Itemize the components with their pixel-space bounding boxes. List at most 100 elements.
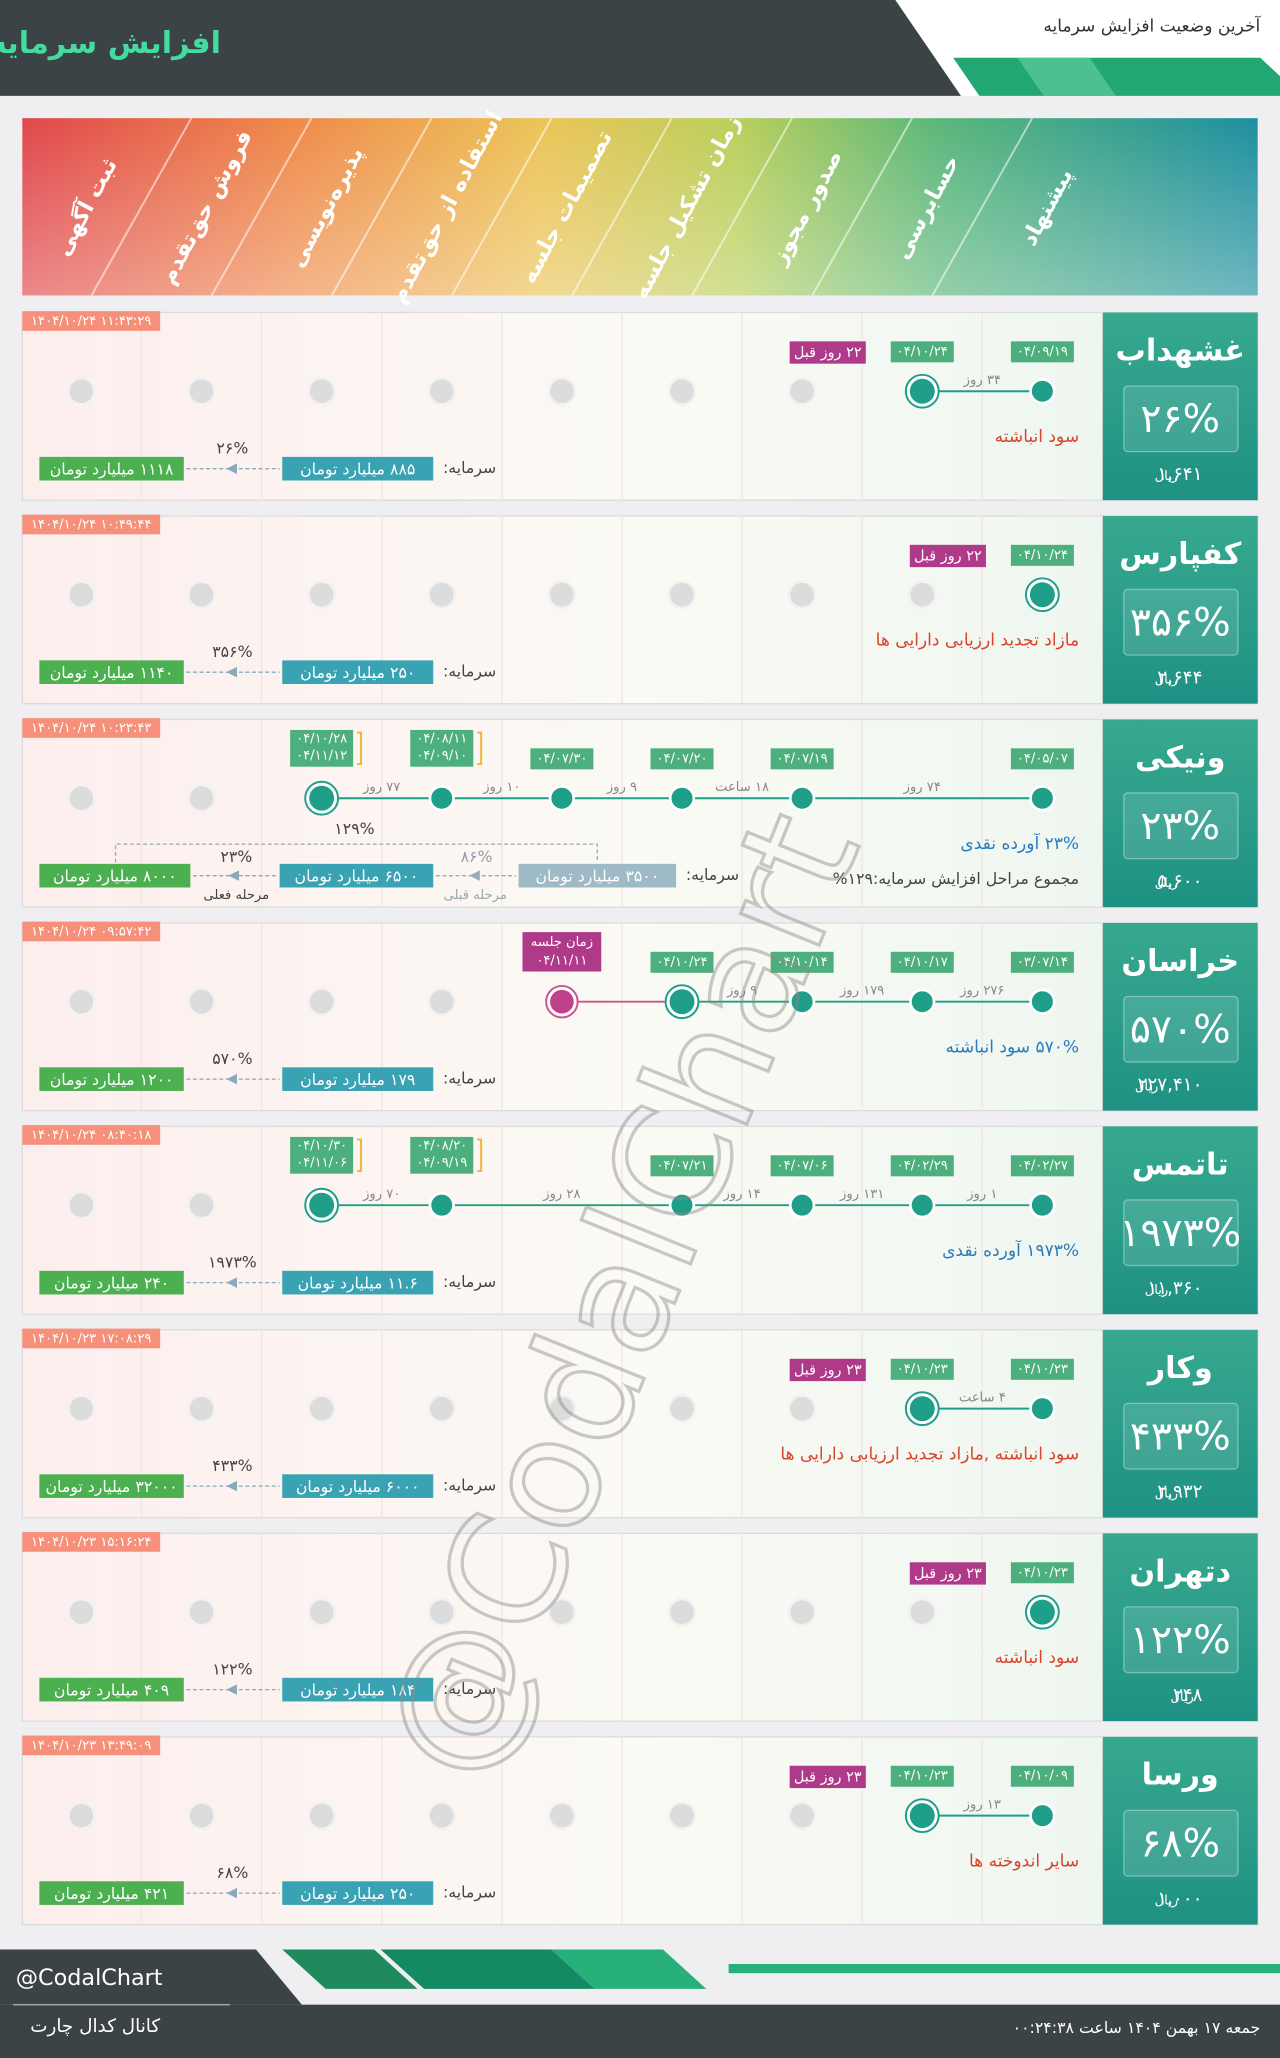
capital-after-bg <box>39 1677 184 1702</box>
stage-dot <box>1029 1395 1056 1422</box>
symbol: کفپارس <box>1119 537 1241 572</box>
price-unit: ریال <box>1145 1283 1169 1298</box>
stage-dot-pending <box>66 987 96 1017</box>
capital-stage-note: مرحله فعلی <box>203 888 269 903</box>
stage-gap: ۹ روز <box>606 780 637 795</box>
flow-arrow-head <box>226 1887 237 1899</box>
date-label: ۰۴/۰۷/۱۹ <box>777 751 828 766</box>
timestamp-bg <box>22 514 161 535</box>
days-ago-badge <box>909 1562 986 1585</box>
capital-label: سرمایه: <box>686 865 739 885</box>
summary-box <box>1102 1736 1258 1925</box>
stage-divider <box>931 117 1034 296</box>
date-bracket <box>357 1138 363 1173</box>
stage-dot-pending <box>427 376 457 406</box>
timestamp: ۱۴۰۴/۱۰/۲۴ ۱۱:۴۳:۲۹ <box>31 314 151 329</box>
capital-step-percent: ۶۸% <box>216 1863 248 1882</box>
price: ۱۱,۳۶۰ <box>1147 1278 1202 1299</box>
timestamp-bg <box>22 1125 161 1145</box>
capital-step-percent: ۵۷۰% <box>212 1049 252 1068</box>
stage-dot <box>668 785 696 812</box>
stage-dot-pending <box>547 376 577 406</box>
price: ۲,۶۴۴ <box>1157 668 1202 689</box>
description: ۱۹۷۳% آورده نقدی <box>942 1239 1079 1261</box>
stage-divider <box>811 117 913 296</box>
days-ago-badge <box>909 544 986 568</box>
footer-line <box>728 1963 1280 1974</box>
increase-percent: ۱۲۲% <box>1130 1617 1231 1663</box>
date-label: ۰۴/۱۰/۲۸ <box>296 732 347 747</box>
capital-label: سرمایه: <box>443 1679 496 1699</box>
stage-dot-current <box>309 785 335 811</box>
stage-dot <box>548 785 576 812</box>
stage-dot <box>428 785 455 812</box>
row-card <box>21 515 1259 705</box>
stage-dot-pending <box>427 580 457 610</box>
capital-after-bg <box>39 1270 184 1295</box>
capital-after-bg <box>39 1067 184 1091</box>
capital-label: سرمایه: <box>443 1883 496 1903</box>
stage-dot-pending <box>187 987 216 1017</box>
price-unit: ریال <box>1155 469 1179 484</box>
timestamp: ۱۴۰۴/۱۰/۲۳ ۱۵:۱۶:۲۴ <box>31 1535 151 1550</box>
summary-box <box>1102 312 1258 501</box>
stage-dot-pending <box>427 1394 457 1424</box>
date-label-bg <box>890 341 954 363</box>
stage-dot-pending <box>66 1394 96 1424</box>
date-label: ۰۴/۱۰/۲۳ <box>1017 1362 1068 1377</box>
stage-gap: ۱۰ روز <box>482 780 520 795</box>
symbol: ونیکی <box>1135 740 1226 775</box>
total-arc <box>114 843 598 863</box>
stage-dot-pending <box>907 580 937 610</box>
total-percent: ۱۲۹% <box>334 819 374 838</box>
date-bracket <box>477 1138 483 1173</box>
price-unit: ریال <box>1135 1080 1159 1095</box>
stage-dot <box>909 988 936 1015</box>
capital-before: ۱۱.۶ میلیارد تومان <box>298 1273 418 1293</box>
days-ago: ۲۲ روز قبل <box>914 549 982 565</box>
capital-label: سرمایه: <box>443 458 496 478</box>
footer-stripe <box>551 1949 707 1989</box>
days-ago: ۲۲ روز قبل <box>794 345 862 361</box>
increase-percent: ۴۳۳% <box>1130 1413 1231 1459</box>
date-label: ۰۴/۰۸/۱۱ <box>416 732 467 747</box>
capital-before: ۱۷۹ میلیارد تومان <box>300 1070 415 1090</box>
footer-stripe <box>282 1949 418 1989</box>
stage-dot-future <box>550 989 574 1014</box>
date-label: ۰۴/۰۷/۲۱ <box>656 1158 707 1173</box>
increase-percent: ۶۸% <box>1140 1820 1220 1866</box>
stage-divider <box>571 117 673 296</box>
footer-handle: @CodalChart <box>16 1965 163 1991</box>
summary-box <box>1102 1329 1258 1518</box>
capital-before: ۸۸۵ میلیارد تومان <box>300 460 415 480</box>
flow-arrow-head <box>469 870 480 881</box>
timestamp-bg <box>22 311 161 331</box>
stage-dot-current <box>1029 1599 1055 1625</box>
stage-divider <box>330 117 433 296</box>
date-label: ۰۴/۰۲/۲۹ <box>897 1158 948 1173</box>
footer-date: جمعه ۱۷ بهمن ۱۴۰۴ ساعت ۰۰:۲۴:۳۸ <box>1013 2018 1261 2038</box>
capital-before: ۶۰۰۰ میلیارد تومان <box>296 1477 420 1497</box>
price: ۱,۶۴۱ <box>1157 464 1202 485</box>
capital-label: سرمایه: <box>443 662 496 682</box>
stage-dot-current <box>909 378 935 404</box>
stage-dot-pending <box>667 1597 697 1627</box>
date-bracket <box>477 731 483 766</box>
timestamp-bg <box>22 1532 161 1552</box>
timestamp-bg <box>22 1328 161 1349</box>
date-label: ۰۴/۰۸/۲۰ <box>416 1139 467 1154</box>
capital-after-bg <box>39 660 184 684</box>
stage-gap: ۹ روز <box>726 984 757 999</box>
percent-frame <box>1123 1809 1239 1877</box>
date-label: ۰۴/۰۲/۲۷ <box>1017 1158 1068 1173</box>
stage-gap: ۱ روز <box>966 1187 997 1202</box>
description: سایر اندوخته ها <box>969 1852 1079 1872</box>
stage-divider <box>210 117 313 296</box>
capital-after: ۸۰۰۰ میلیارد تومان <box>53 866 177 886</box>
stage-dot-current <box>309 1192 335 1218</box>
stage-dot-pending <box>187 1394 216 1424</box>
date-label-bg <box>410 729 474 767</box>
